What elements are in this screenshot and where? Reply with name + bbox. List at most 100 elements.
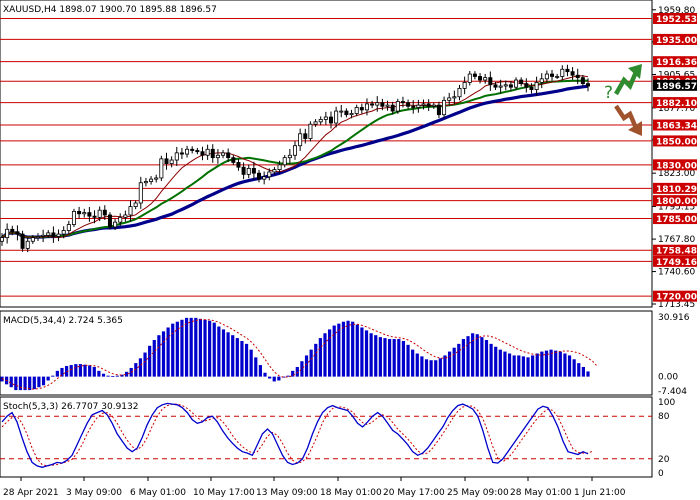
candle-body (113, 221, 118, 228)
macd-bar (323, 333, 327, 377)
macd-bar (424, 359, 429, 377)
candle-body (267, 171, 272, 178)
macd-signal-line (1, 319, 598, 390)
candle-body (41, 234, 46, 237)
forecast-question-mark: ? (604, 83, 613, 103)
candle-body (555, 76, 560, 78)
arrow-up-head-icon (628, 64, 642, 79)
macd-bar (74, 364, 78, 377)
stoch-signal-line (1, 403, 594, 467)
level-tag (653, 56, 697, 68)
time-tick-label: 1 Jun 21:00 (574, 488, 626, 498)
candle-body (503, 84, 508, 87)
stoch-title: Stoch(5,3,3) 26.7707 30.9132 (3, 402, 138, 412)
macd-bar (461, 339, 466, 377)
stoch-tick-label: 100 (658, 398, 675, 408)
level-tag (653, 213, 697, 225)
time-tick-label: 6 May 01:00 (130, 488, 186, 498)
macd-bar (567, 355, 572, 377)
candle-body (483, 77, 488, 81)
candle-body (195, 150, 200, 153)
macd-bar (429, 360, 433, 377)
macd-indicator: 30.916 0.00 -7.404 (0, 313, 690, 397)
candle-body (534, 82, 539, 90)
candle-body (478, 76, 483, 81)
macd-bar (517, 355, 521, 377)
candle-body (143, 181, 148, 184)
macd-bar (180, 319, 184, 377)
time-tick-label: 28 May 01:00 (510, 488, 572, 498)
candle-body (488, 77, 493, 86)
macd-tick-label: 30.916 (658, 313, 690, 323)
stoch-tick-label: 80 (658, 412, 670, 422)
candle-body (323, 116, 328, 120)
level-tag-label: 1758.48 (656, 247, 697, 257)
macd-bar (554, 350, 558, 377)
candle-body (210, 148, 215, 159)
macd-bar (507, 353, 512, 377)
macd-bar (184, 317, 189, 377)
candle-body (508, 84, 513, 88)
macd-bar (28, 376, 32, 391)
candle-body (339, 110, 344, 113)
candle-body (71, 210, 76, 225)
candle-body (529, 86, 534, 90)
candle-body (205, 148, 210, 156)
candle-body (292, 145, 297, 156)
macd-bar (221, 329, 226, 377)
macd-bar (111, 376, 115, 377)
macd-bar (208, 320, 212, 377)
candle-body (431, 104, 436, 107)
macd-bar (189, 317, 193, 377)
level-tag-label: 1863.34 (656, 122, 697, 132)
macd-bar (97, 370, 101, 377)
macd-bar (194, 317, 198, 377)
macd-bar (217, 326, 221, 377)
candle-body (524, 83, 529, 88)
macd-bar (198, 318, 203, 377)
arrow-down-icon (614, 104, 639, 129)
macd-bar (60, 367, 64, 377)
candle-body (436, 104, 441, 116)
candle-body (118, 216, 123, 223)
candle-body (77, 210, 82, 215)
candle-body (169, 159, 174, 165)
candle-body (364, 103, 369, 111)
candle-body (174, 152, 179, 161)
candle-body (344, 110, 349, 116)
level-tag (653, 97, 697, 109)
macd-bar (535, 353, 539, 377)
macd-bar (152, 340, 156, 377)
candle-body (25, 240, 30, 249)
macd-bar (572, 359, 576, 377)
macd-bar (355, 324, 359, 377)
macd-tick-label: 0.00 (658, 373, 678, 383)
candle-body (0, 237, 4, 242)
candle-body (447, 97, 452, 101)
candle-body (421, 103, 426, 106)
macd-bar (161, 331, 166, 377)
macd-bar (78, 364, 83, 377)
macd-bar (143, 352, 147, 377)
macd-bar (235, 338, 239, 377)
candle-body (519, 79, 524, 85)
time-tick-label: 20 May 17:00 (383, 488, 445, 498)
candle-body (35, 236, 40, 239)
macd-bar (452, 347, 456, 377)
candle-body (287, 154, 292, 159)
candle-body (92, 215, 97, 218)
candle-body (406, 102, 411, 107)
macd-bar (148, 345, 152, 377)
candle-body (514, 79, 519, 88)
candle-body (457, 87, 462, 98)
time-tick-label: 25 May 09:00 (447, 488, 509, 498)
macd-bar (512, 355, 516, 377)
level-tag (653, 182, 697, 194)
candle-body (467, 73, 472, 83)
macd-bar (258, 365, 262, 377)
time-tick-label: 13 May 09:00 (256, 488, 318, 498)
candle-body (15, 231, 20, 235)
candle-body (560, 68, 565, 77)
candle-body (400, 101, 405, 104)
